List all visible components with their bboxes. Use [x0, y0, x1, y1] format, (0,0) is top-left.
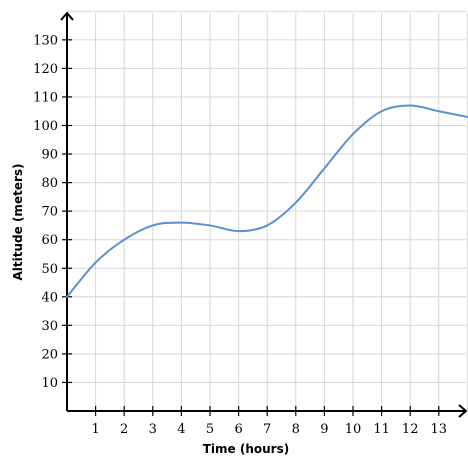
x-tick-label: 4: [177, 422, 185, 437]
y-tick-label: 40: [41, 290, 58, 305]
y-tick-label: 100: [33, 119, 58, 134]
x-tick-label: 12: [402, 422, 419, 437]
y-tick-label: 10: [41, 376, 58, 391]
x-axis-title: Time (hours): [203, 442, 289, 456]
x-tick-label: 7: [263, 422, 271, 437]
x-tick-label: 11: [373, 422, 390, 437]
y-axis-arrowhead: [60, 11, 74, 21]
x-tick-label: 8: [292, 422, 300, 437]
x-tick-label: 2: [120, 422, 128, 437]
y-tick-label: 30: [41, 319, 58, 334]
y-tick-label: 130: [33, 33, 58, 48]
x-tick-label: 6: [234, 422, 242, 437]
data-series: [66, 104, 468, 298]
x-tick-label: 1: [91, 422, 99, 437]
y-tick-label: 50: [41, 262, 58, 277]
y-tick-label: 70: [41, 205, 58, 220]
series-line: [66, 104, 468, 298]
tick-labels: 1 2 3 4 5 6 7 8 9 10 11 12 1310203040506070809010011…: [33, 33, 447, 437]
y-tick-label: 110: [33, 90, 58, 105]
y-tick-label: 80: [41, 176, 58, 191]
x-axis-arrowhead: [458, 404, 468, 418]
y-tick-label: 90: [41, 148, 58, 163]
x-tick-label: 9: [320, 422, 328, 437]
tick-marks: [62, 39, 440, 416]
y-tick-label: 20: [41, 347, 58, 362]
axes: [60, 11, 468, 418]
grid-lines: [67, 10, 468, 411]
x-tick-label: 5: [206, 422, 214, 437]
y-axis-title: Altitude (meters): [11, 164, 25, 281]
x-tick-label: 3: [149, 422, 157, 437]
x-tick-label: 13: [431, 422, 448, 437]
x-tick-label: 10: [345, 422, 362, 437]
y-tick-label: 120: [33, 62, 58, 77]
y-tick-label: 60: [41, 233, 58, 248]
